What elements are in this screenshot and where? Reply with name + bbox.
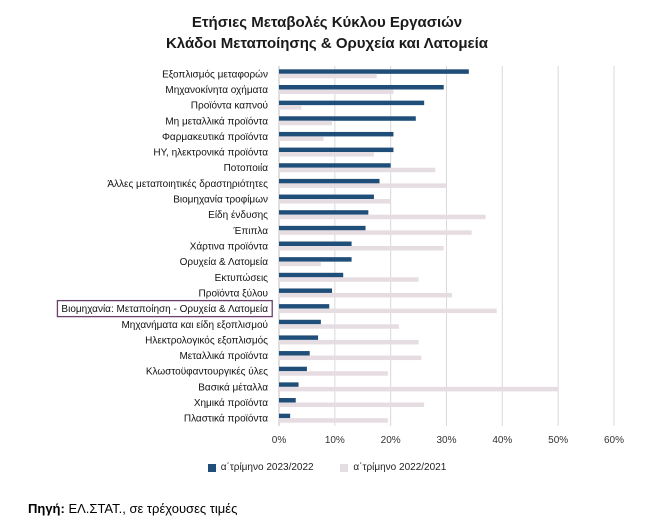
chart-title-line-1: Ετήσιες Μεταβολές Κύκλου Εργασιών: [191, 14, 463, 31]
bar-current: [279, 225, 366, 231]
bar-previous: [279, 339, 419, 345]
bar-current: [279, 210, 369, 215]
bar-previous: [279, 136, 324, 141]
x-tick-label: 40%: [492, 435, 512, 446]
bar-current: [279, 131, 394, 137]
bar-previous: [279, 277, 419, 282]
source-note: Πηγή: ΕΛ.ΣΤΑΤ., σε τρέχουσες τιμές: [28, 501, 237, 516]
category-label-highlighted: Βιομηχανία: Μεταποίηση - Ορυχεία & Λατομ…: [61, 303, 268, 315]
category-label: Μηχανοκίνητα οχήματα: [165, 84, 268, 96]
bar-previous: [279, 105, 302, 110]
category-label: Πλαστικά προϊόντα: [184, 413, 268, 425]
x-tick-label: 60%: [604, 435, 624, 446]
bar-current: [279, 413, 291, 419]
bar-current: [279, 241, 352, 246]
bar-previous: [279, 371, 388, 376]
bar-previous: [279, 261, 321, 267]
bar-current: [279, 272, 344, 278]
legend-swatch-previous: [340, 463, 349, 472]
legend-label-previous: α΄τρίμηνο 2022/2021: [353, 462, 447, 473]
bar-previous: [279, 308, 497, 314]
category-label: Χημικά προϊόντα: [194, 397, 268, 409]
category-label: Έπιπλα: [233, 226, 269, 237]
bar-current: [279, 398, 296, 403]
x-tick-label: 30%: [436, 435, 456, 446]
bar-current: [279, 382, 299, 387]
category-label: Άλλες μεταποιητικές δραστηριότητες: [107, 178, 268, 190]
bar-current: [279, 351, 310, 356]
bar-previous: [279, 183, 447, 188]
category-label: Μεταλλικά προϊόντα: [179, 350, 268, 362]
category-label: Είδη ένδυσης: [208, 209, 268, 221]
category-label: Φαρμακευτικά προϊόντα: [162, 131, 268, 143]
bar-previous: [279, 246, 444, 251]
category-label: Βιομηχανία τροφίμων: [173, 194, 268, 206]
category-label: Μη μεταλλικά προϊόντα: [165, 115, 268, 127]
bar-current: [279, 100, 425, 106]
category-label: Προϊόντα ξύλου: [199, 287, 268, 299]
category-label: Κλωστοϋφαντουργικές ύλες: [146, 366, 268, 378]
bar-previous: [279, 402, 425, 408]
category-label: Χάρτινα προϊόντα: [190, 241, 268, 253]
source-label: Πηγή:: [28, 501, 65, 516]
x-tick-label: 20%: [381, 435, 401, 446]
bar-previous: [279, 73, 377, 79]
bar-current: [279, 116, 416, 121]
category-label: ΗΥ, ηλεκτρονικά προϊόντα: [153, 147, 268, 159]
x-tick-label: 10%: [325, 435, 345, 446]
highlight-box: [56, 299, 273, 318]
bar-current: [279, 84, 444, 90]
category-label: Μηχανήματα και είδη εξοπλισμού: [121, 319, 268, 331]
bar-previous: [279, 292, 453, 298]
category-label: Βασικά μέταλλα: [198, 381, 268, 393]
chart-title-line-2: Κλάδοι Μεταποίησης & Ορυχεία και Λατομεί…: [165, 35, 489, 52]
bar-previous: [279, 167, 436, 173]
bar-current: [279, 163, 391, 168]
category-label: Εκτυπώσεις: [215, 272, 269, 284]
x-tick-label: 50%: [548, 435, 568, 446]
bar-previous: [279, 199, 391, 204]
bar-current: [279, 335, 319, 340]
bar-current: [279, 304, 330, 309]
bar-previous: [279, 324, 400, 329]
bar-previous: [279, 89, 394, 94]
source-text: ΕΛ.ΣΤΑΤ., σε τρέχουσες τιμές: [64, 501, 238, 516]
category-label: Ορυχεία & Λατομεία: [180, 256, 269, 268]
x-tick-label: 0%: [272, 435, 287, 446]
chart-legend: α΄τρίμηνο 2023/2022 α΄τρίμηνο 2022/2021: [0, 462, 654, 475]
bar-previous: [279, 386, 559, 392]
legend-item-previous: α΄τρίμηνο 2022/2021: [340, 462, 446, 473]
bar-current: [279, 178, 380, 184]
bar-current: [279, 319, 321, 325]
bar-current: [279, 366, 307, 372]
bar-previous: [279, 418, 388, 423]
category-label: Ηλεκτρολογικός εξοπλισμός: [145, 334, 268, 346]
legend-swatch-current: [207, 463, 216, 472]
chart-title: Ετήσιες Μεταβολές Κύκλου Εργασιών Κλάδοι…: [0, 12, 654, 54]
bar-previous: [279, 355, 422, 361]
bar-previous: [279, 120, 333, 126]
legend-item-current: α΄τρίμηνο 2023/2022: [207, 462, 314, 473]
category-label: Προϊόντα καπνού: [191, 100, 268, 112]
bar-current: [279, 147, 394, 153]
bar-current: [279, 69, 469, 74]
bar-previous: [279, 214, 486, 220]
category-label: Εξοπλισμός μεταφορών: [162, 68, 268, 80]
bar-current: [279, 257, 352, 262]
bar-previous: [279, 152, 374, 157]
bar-current: [279, 288, 333, 293]
bar-current: [279, 194, 374, 200]
legend-label-current: α΄τρίμηνο 2023/2022: [220, 462, 314, 473]
category-label: Ποτοποιία: [224, 162, 269, 174]
bar-previous: [279, 230, 472, 235]
